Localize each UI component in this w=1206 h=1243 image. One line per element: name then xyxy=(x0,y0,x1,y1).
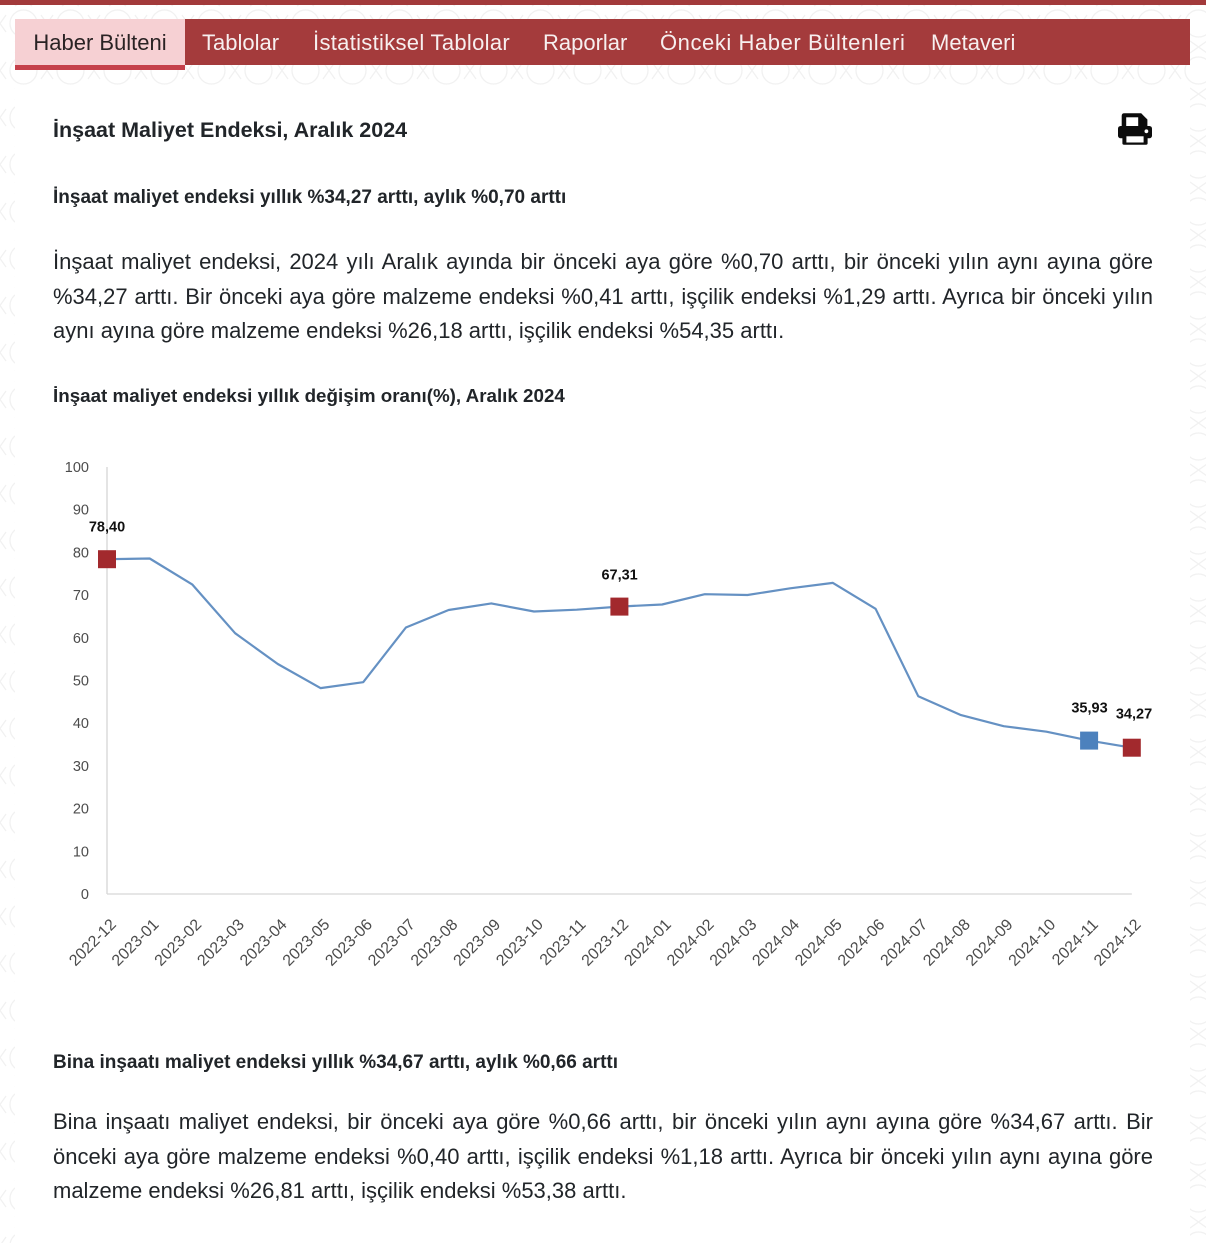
svg-text:90: 90 xyxy=(73,503,89,519)
svg-text:70: 70 xyxy=(73,588,89,604)
svg-text:80: 80 xyxy=(73,545,89,561)
svg-text:40: 40 xyxy=(73,716,89,732)
svg-text:20: 20 xyxy=(73,802,89,818)
svg-text:60: 60 xyxy=(73,631,89,647)
svg-text:100: 100 xyxy=(65,460,89,476)
svg-text:2023-10: 2023-10 xyxy=(493,916,547,970)
svg-text:50: 50 xyxy=(73,674,89,690)
svg-text:67,31: 67,31 xyxy=(601,568,637,584)
svg-text:35,93: 35,93 xyxy=(1071,700,1107,716)
svg-text:78,40: 78,40 xyxy=(89,520,125,536)
svg-text:10: 10 xyxy=(73,844,89,860)
svg-text:34,27: 34,27 xyxy=(1116,706,1152,722)
svg-text:0: 0 xyxy=(81,887,89,903)
svg-text:2024-12: 2024-12 xyxy=(1091,916,1145,970)
svg-text:2024-10: 2024-10 xyxy=(1006,916,1060,970)
svg-text:30: 30 xyxy=(73,759,89,775)
